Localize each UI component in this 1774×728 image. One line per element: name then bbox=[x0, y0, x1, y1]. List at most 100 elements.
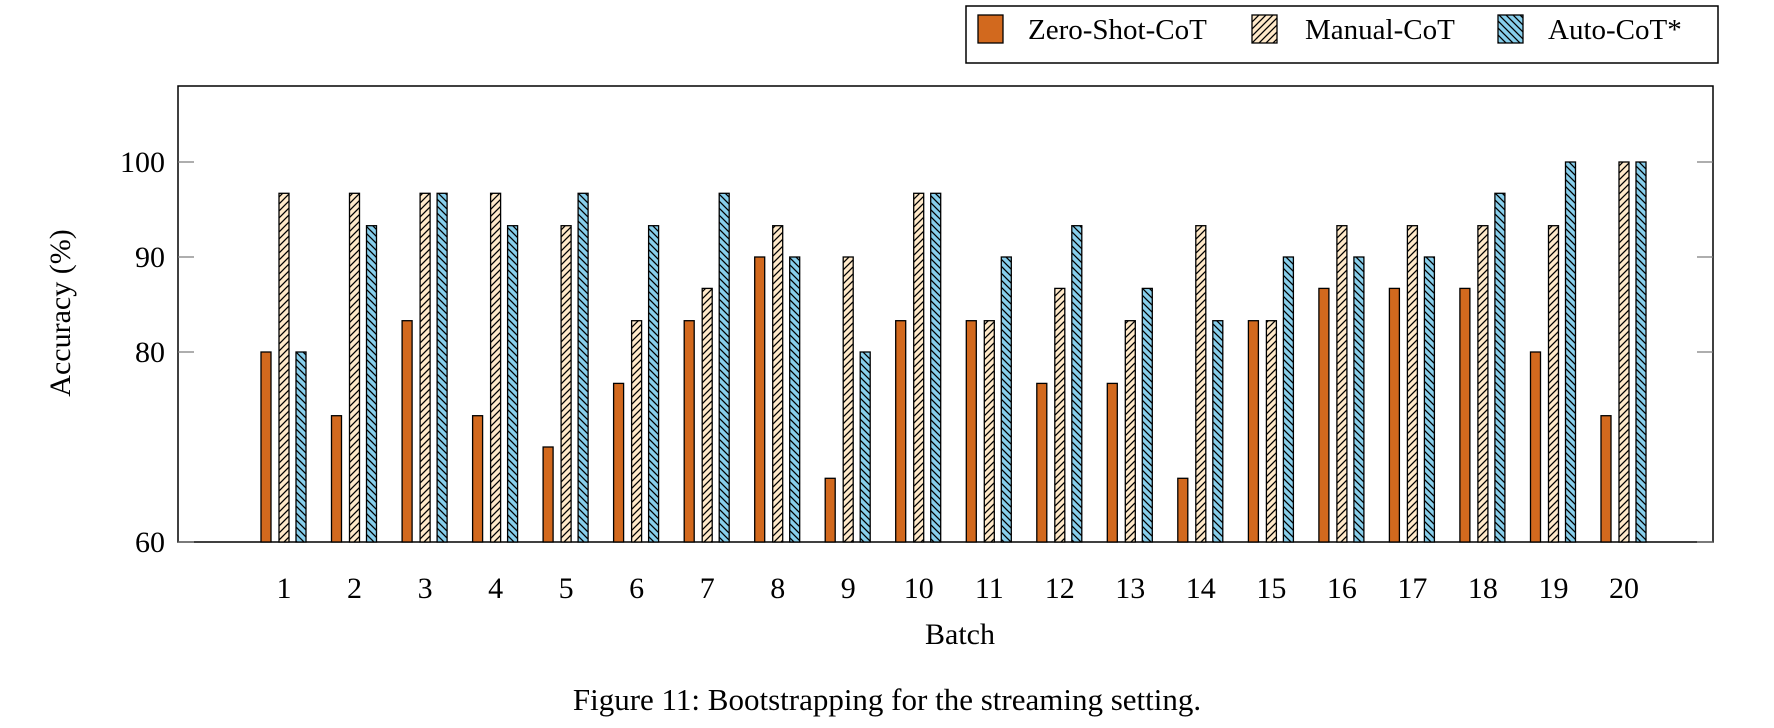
bar-manual-cot-batch-11 bbox=[983, 320, 995, 543]
bar-manual-cot-batch-6 bbox=[630, 320, 643, 543]
x-tick-label: 20 bbox=[1609, 572, 1639, 605]
bar-zero-shot-cot-batch-10 bbox=[895, 320, 907, 543]
bar-zero-shot-cot-batch-4 bbox=[471, 415, 484, 543]
x-tick-label: 3 bbox=[418, 572, 433, 605]
bar-manual-cot-batch-12 bbox=[1054, 287, 1066, 543]
bar-zero-shot-cot-batch-13 bbox=[1106, 382, 1118, 543]
x-tick-label: 5 bbox=[559, 572, 574, 605]
bar-manual-cot-batch-16 bbox=[1336, 225, 1348, 543]
legend: Zero-Shot-CoT Manual-CoT Auto-CoT* bbox=[965, 5, 1719, 64]
bar-manual-cot-batch-18 bbox=[1477, 225, 1489, 543]
bar-zero-shot-cot-batch-5 bbox=[542, 446, 554, 543]
bar-zero-shot-cot-batch-14 bbox=[1177, 477, 1189, 543]
x-tick-label: 19 bbox=[1539, 572, 1569, 605]
bar-zero-shot-cot-batch-17 bbox=[1388, 287, 1401, 543]
bar-zero-shot-cot-batch-9 bbox=[824, 477, 836, 543]
bar-zero-shot-cot-batch-12 bbox=[1036, 382, 1048, 543]
bar-zero-shot-cot-batch-3 bbox=[401, 320, 413, 543]
x-tick-label: 6 bbox=[629, 572, 644, 605]
x-tick-label: 7 bbox=[700, 572, 715, 605]
bar-zero-shot-cot-batch-15 bbox=[1247, 320, 1260, 543]
x-axis: 1 2 3 4 5 6 7 8 9 10 11 12 13 14 15 16 17 18 19 20 bbox=[277, 572, 1640, 605]
bar-auto-cot-batch-19 bbox=[1564, 161, 1577, 543]
bar-auto-cot-batch-7 bbox=[718, 192, 730, 543]
bar-auto-cot-batch-6 bbox=[647, 225, 660, 543]
bar-manual-cot-batch-14 bbox=[1195, 225, 1207, 543]
bar-auto-cot-batch-17 bbox=[1423, 256, 1436, 543]
bar-manual-cot-batch-2 bbox=[348, 192, 361, 543]
x-tick-label: 13 bbox=[1115, 572, 1145, 605]
legend-label-manual-cot: Manual-CoT bbox=[1305, 14, 1455, 46]
legend-swatch-zero-shot-cot bbox=[977, 14, 1004, 44]
bar-auto-cot-batch-13 bbox=[1141, 287, 1153, 543]
bar-auto-cot-batch-15 bbox=[1282, 256, 1295, 543]
bar-zero-shot-cot-batch-1 bbox=[260, 351, 272, 543]
bar-auto-cot-batch-18 bbox=[1494, 192, 1506, 543]
bar-auto-cot-batch-10 bbox=[930, 192, 942, 543]
bar-auto-cot-batch-11 bbox=[1000, 256, 1012, 543]
x-tick-label: 8 bbox=[770, 572, 785, 605]
bar-manual-cot-batch-13 bbox=[1124, 320, 1136, 543]
bar-manual-cot-batch-20 bbox=[1618, 161, 1630, 543]
bar-manual-cot-batch-19 bbox=[1547, 225, 1560, 543]
x-tick-label: 10 bbox=[904, 572, 934, 605]
bar-zero-shot-cot-batch-2 bbox=[330, 415, 343, 543]
legend-box bbox=[965, 5, 1719, 64]
bar-manual-cot-batch-5 bbox=[560, 225, 572, 543]
bar-auto-cot-batch-9 bbox=[859, 351, 871, 543]
bar-manual-cot-batch-15 bbox=[1265, 320, 1278, 543]
bar-manual-cot-batch-1 bbox=[278, 192, 290, 543]
bar-manual-cot-batch-9 bbox=[842, 256, 854, 543]
bar-manual-cot-batch-3 bbox=[419, 192, 431, 543]
y-tick-label: 90 bbox=[135, 241, 165, 274]
x-tick-label: 1 bbox=[277, 572, 292, 605]
bar-auto-cot-batch-8 bbox=[789, 256, 801, 543]
bar-manual-cot-batch-8 bbox=[772, 225, 784, 543]
bar-zero-shot-cot-batch-19 bbox=[1529, 351, 1542, 543]
bar-zero-shot-cot-batch-11 bbox=[965, 320, 977, 543]
bar-auto-cot-batch-20 bbox=[1635, 161, 1647, 543]
x-tick-label: 18 bbox=[1468, 572, 1498, 605]
bar-auto-cot-batch-5 bbox=[577, 192, 589, 543]
bar-zero-shot-cot-batch-7 bbox=[683, 320, 695, 543]
bar-auto-cot-batch-14 bbox=[1212, 320, 1224, 543]
y-axis-title: Accuracy (%) bbox=[44, 229, 77, 396]
plot-area bbox=[177, 85, 1714, 543]
bar-auto-cot-batch-16 bbox=[1353, 256, 1365, 543]
y-tick-label: 60 bbox=[135, 526, 165, 559]
legend-swatch-manual-cot bbox=[1251, 14, 1278, 44]
bar-zero-shot-cot-batch-20 bbox=[1600, 415, 1612, 543]
x-tick-label: 16 bbox=[1327, 572, 1357, 605]
bar-auto-cot-batch-12 bbox=[1071, 225, 1083, 543]
x-tick-label: 11 bbox=[975, 572, 1004, 605]
bar-manual-cot-batch-7 bbox=[701, 287, 713, 543]
bar-zero-shot-cot-batch-6 bbox=[612, 382, 625, 543]
bar-zero-shot-cot-batch-8 bbox=[754, 256, 766, 543]
bar-auto-cot-batch-4 bbox=[506, 225, 519, 543]
legend-swatch-auto-cot bbox=[1497, 14, 1524, 44]
x-tick-label: 17 bbox=[1397, 572, 1427, 605]
x-tick-label: 14 bbox=[1186, 572, 1216, 605]
y-tick-label: 80 bbox=[135, 336, 165, 369]
bar-zero-shot-cot-batch-18 bbox=[1459, 287, 1471, 543]
bar-auto-cot-batch-1 bbox=[295, 351, 307, 543]
legend-label-zero-shot-cot: Zero-Shot-CoT bbox=[1028, 14, 1207, 46]
x-axis-title: Batch bbox=[925, 618, 995, 651]
bar-manual-cot-batch-4 bbox=[489, 192, 502, 543]
bars-group bbox=[260, 161, 1647, 543]
x-tick-label: 4 bbox=[488, 572, 503, 605]
x-tick-label: 2 bbox=[347, 572, 362, 605]
legend-label-auto-cot: Auto-CoT* bbox=[1548, 14, 1682, 46]
figure-caption: Figure 11: Bootstrapping for the streami… bbox=[573, 682, 1201, 717]
bar-auto-cot-batch-2 bbox=[365, 225, 378, 543]
x-tick-label: 12 bbox=[1045, 572, 1075, 605]
bar-auto-cot-batch-3 bbox=[436, 192, 448, 543]
bar-zero-shot-cot-batch-16 bbox=[1318, 287, 1330, 543]
bar-manual-cot-batch-17 bbox=[1406, 225, 1419, 543]
x-tick-label: 9 bbox=[841, 572, 856, 605]
y-tick-label: 100 bbox=[120, 146, 165, 179]
y-axis: 60 80 90 100 bbox=[120, 146, 1713, 559]
bar-manual-cot-batch-10 bbox=[913, 192, 925, 543]
x-tick-label: 15 bbox=[1256, 572, 1286, 605]
